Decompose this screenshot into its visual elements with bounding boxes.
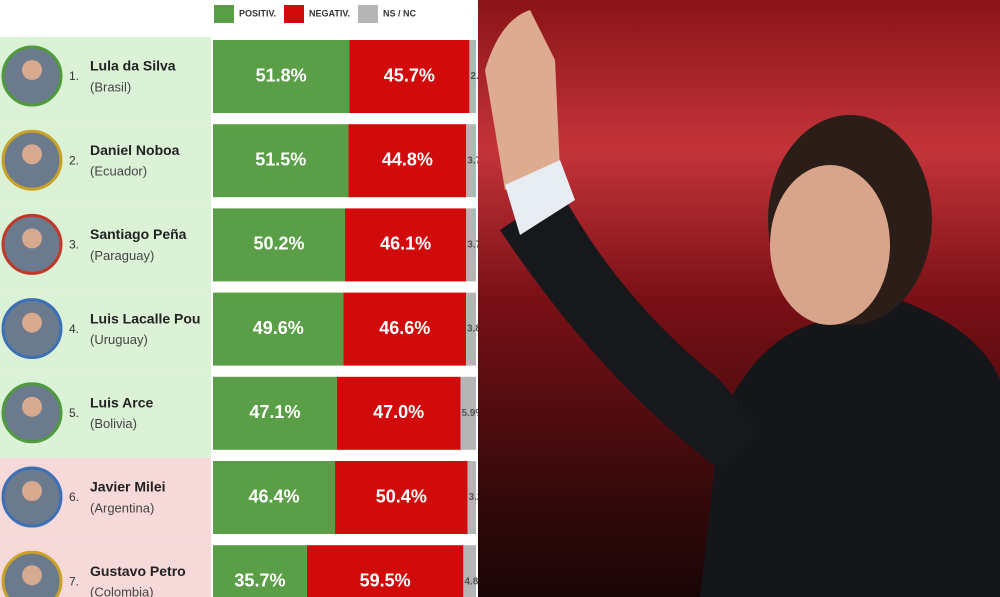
bar-segment <box>467 461 476 534</box>
avatar-face <box>22 60 42 80</box>
value-label: 3.7% <box>467 240 490 251</box>
leader-name: Luis Arce <box>90 395 153 411</box>
value-label: 50.4% <box>376 486 427 506</box>
value-label: 46.6% <box>379 318 430 338</box>
bar-segment <box>466 208 476 282</box>
rank: 2. <box>69 153 79 167</box>
bar-segment <box>466 124 476 198</box>
country: (Colombia) <box>90 585 154 597</box>
bar-segment <box>213 124 349 198</box>
value-label: 45.7% <box>384 65 435 85</box>
avatar-face <box>22 565 42 586</box>
leader-name: Gustavo Petro <box>90 563 186 579</box>
bar-segment <box>348 124 467 198</box>
bar-segment <box>460 376 476 450</box>
rank: 6. <box>69 490 79 504</box>
legend-label: NS / NC <box>383 8 417 18</box>
avatar-face <box>22 396 42 417</box>
value-label: 47.0% <box>373 402 424 422</box>
value-label: 46.4% <box>248 486 299 506</box>
legend-swatch <box>284 5 304 23</box>
value-label: 49.6% <box>253 318 304 338</box>
country: (Bolivia) <box>90 416 137 431</box>
ranking-panel: POSITIV. NEGATIV. NS / NC 1. Lula da Silva (B… <box>0 5 493 597</box>
bar-segment <box>213 208 346 282</box>
country: (Paraguay) <box>90 248 154 263</box>
bar-segment <box>213 292 344 366</box>
avatar-face <box>22 228 42 249</box>
bar-segment <box>469 40 476 113</box>
legend-swatch <box>214 5 234 23</box>
bar-segment <box>213 376 337 450</box>
country: (Argentina) <box>90 500 154 515</box>
value-label: 35.7% <box>234 570 285 590</box>
rank: 3. <box>69 238 79 252</box>
legend-label: NEGATIV. <box>309 8 350 18</box>
bar-segment <box>306 545 464 597</box>
value-label: 46.1% <box>380 234 431 254</box>
value-label: 59.5% <box>360 570 411 590</box>
value-label: 3.8% <box>467 324 490 335</box>
rank: 4. <box>69 322 79 336</box>
bar-segment <box>336 376 461 450</box>
value-label: 44.8% <box>382 149 433 169</box>
country: (Brasil) <box>90 79 131 94</box>
bar-segment <box>213 461 336 534</box>
value-label: 51.5% <box>255 149 306 169</box>
leader-name: Javier Milei <box>90 479 166 495</box>
avatar-face <box>22 144 42 165</box>
rank: 5. <box>69 406 79 420</box>
bar-segment <box>343 292 467 366</box>
value-label: 4.8% <box>464 576 487 587</box>
leader-name: Santiago Peña <box>90 226 187 242</box>
avatar-face <box>22 481 42 501</box>
leader-name: Luis Lacalle Pou <box>90 310 200 326</box>
legend-label: POSITIV. <box>239 8 276 18</box>
rank: 1. <box>69 69 79 83</box>
value-label: 5.9% <box>461 408 484 419</box>
bar-segment <box>349 40 470 113</box>
country: (Ecuador) <box>90 164 147 179</box>
photo <box>478 0 1000 597</box>
avatar-face <box>22 312 42 333</box>
value-label: 51.8% <box>256 65 307 85</box>
leader-name: Daniel Noboa <box>90 142 180 158</box>
value-label: 3.7% <box>467 155 490 166</box>
bar-segment <box>466 292 476 366</box>
rank: 7. <box>69 574 79 588</box>
bar-segment <box>213 40 350 113</box>
bar-segment <box>345 208 467 282</box>
country: (Uruguay) <box>90 332 148 347</box>
bar-segment <box>335 461 468 534</box>
bar-segment <box>463 545 476 597</box>
value-label: 47.1% <box>249 402 300 422</box>
bar-segment <box>213 545 307 597</box>
value-label: 2.5% <box>470 71 493 82</box>
leader-name: Lula da Silva <box>90 58 176 74</box>
value-label: 50.2% <box>253 234 304 254</box>
value-label: 3.2% <box>469 492 492 503</box>
legend-swatch <box>358 5 378 23</box>
